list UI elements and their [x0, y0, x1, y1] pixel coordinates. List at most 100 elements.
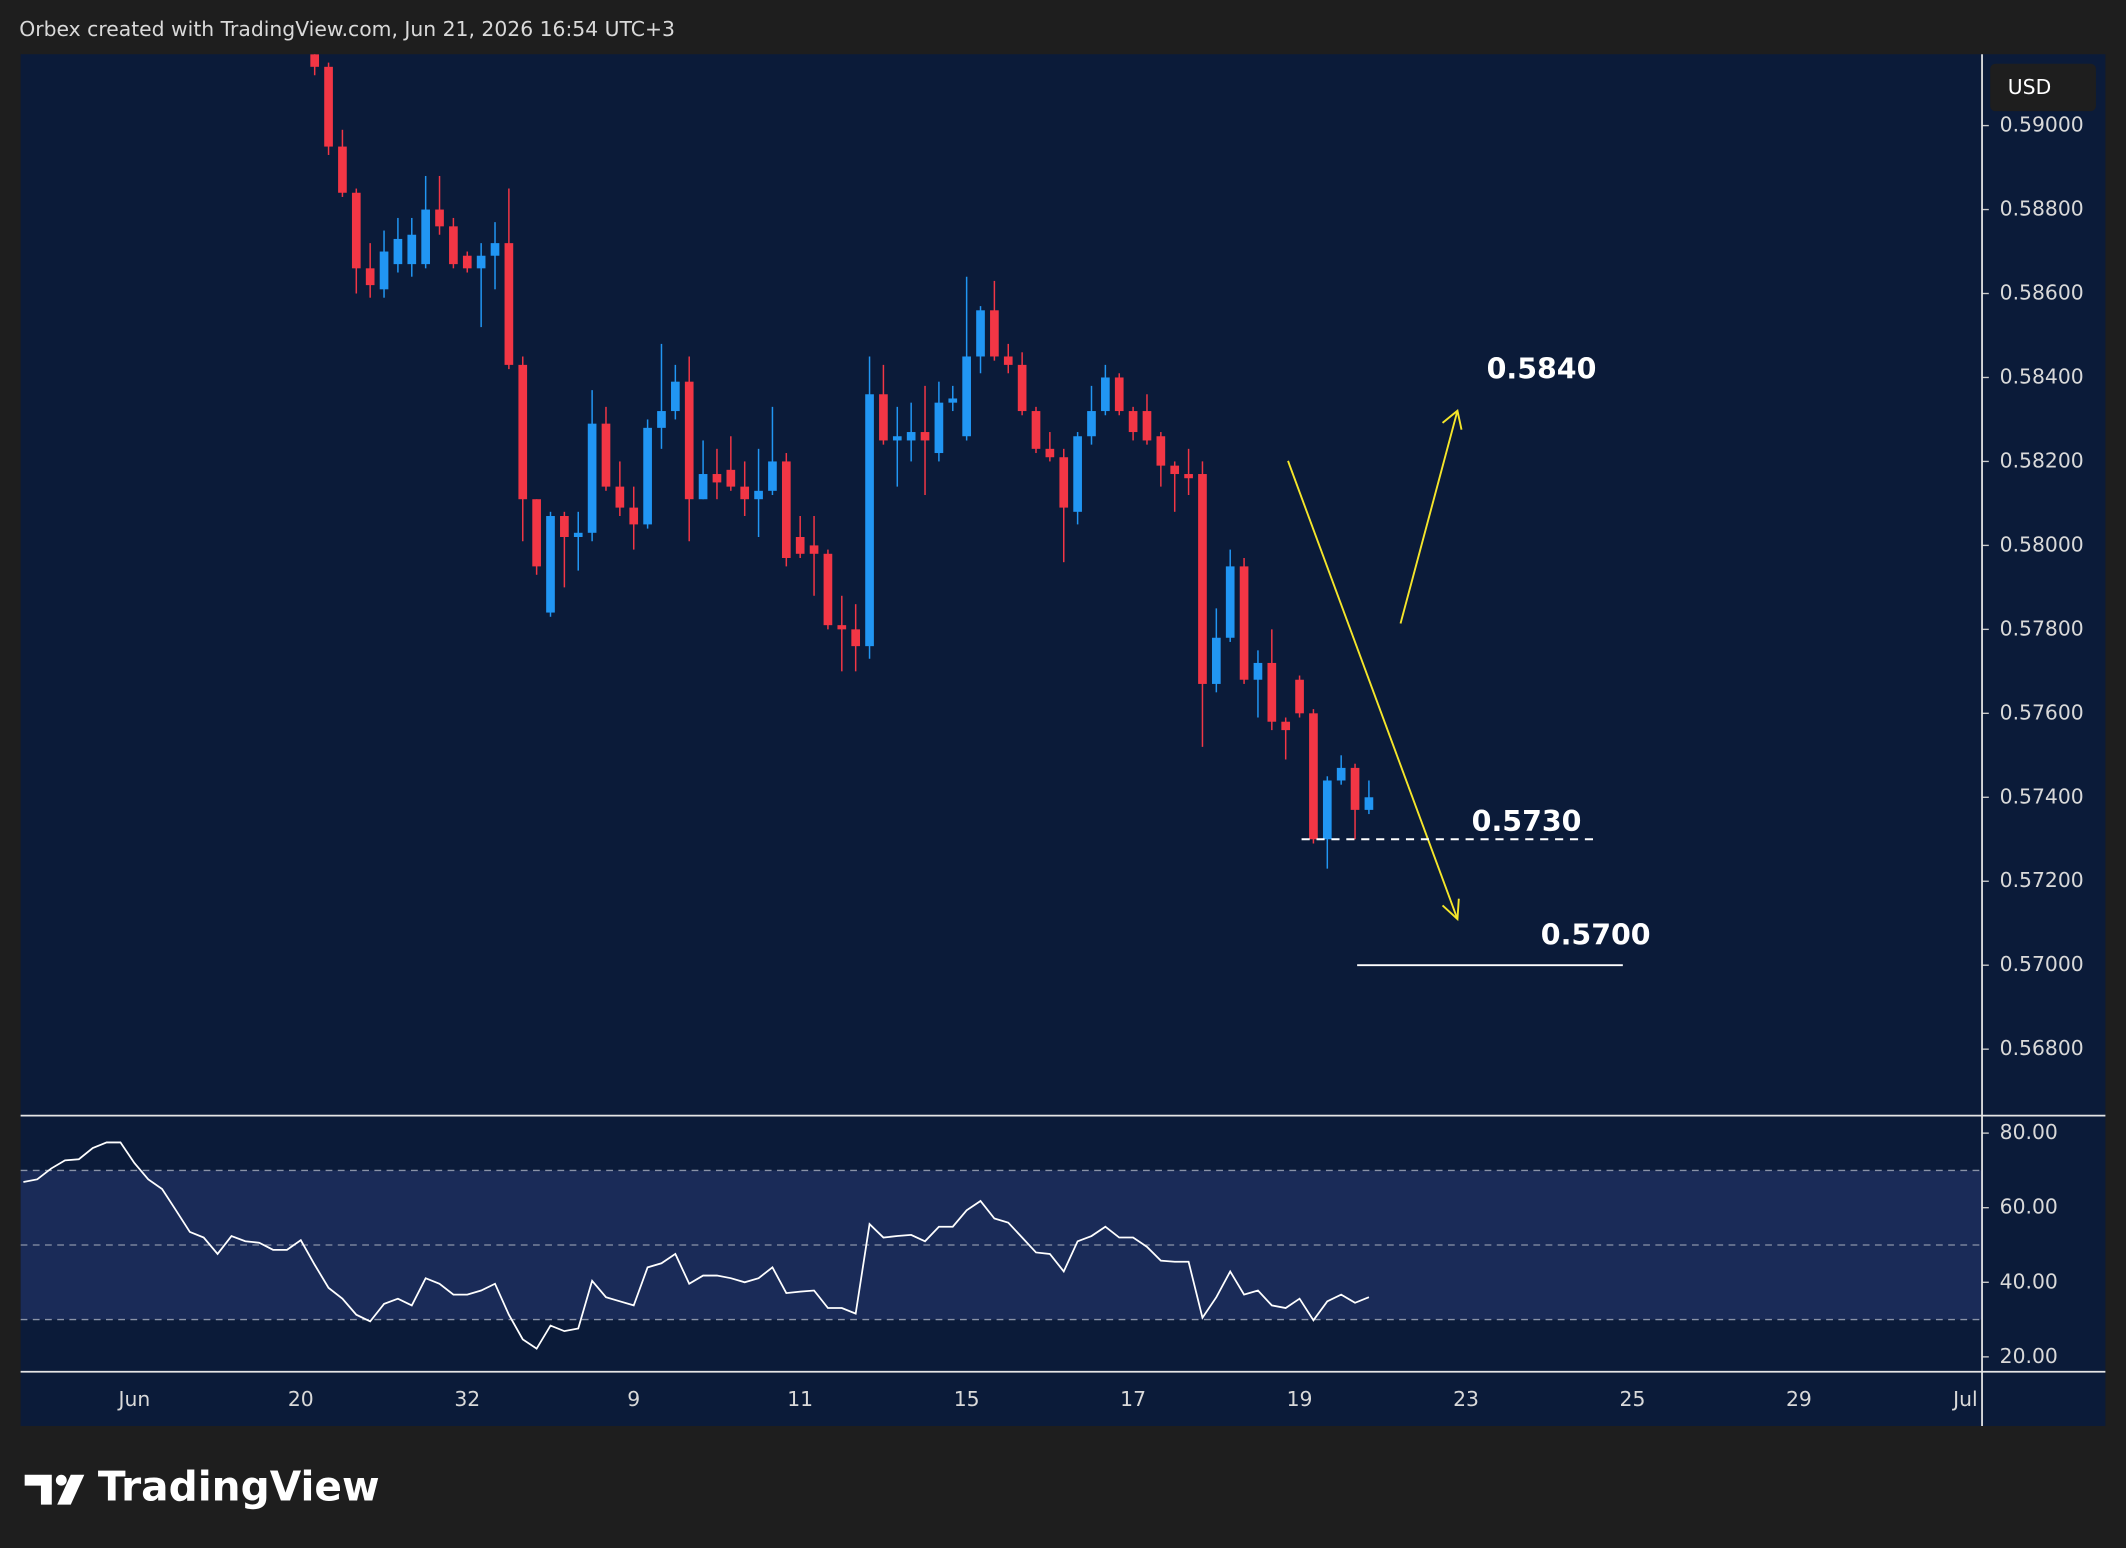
candle-body: [1045, 448, 1055, 458]
currency-label: USD: [2008, 75, 2051, 99]
candle-body: [421, 209, 430, 265]
y-tick-label: 80.00: [2000, 1120, 2058, 1144]
candle-body: [393, 238, 403, 265]
candle-body: [601, 423, 611, 487]
candle-body: [546, 516, 555, 613]
candle-body: [1281, 721, 1291, 731]
candle-body: [1059, 457, 1069, 508]
x-tick-label: 19: [1287, 1387, 1313, 1411]
candle-body: [629, 507, 639, 525]
candle-body: [1170, 465, 1180, 475]
rsi-line: [23, 1141, 1370, 1350]
candle-body: [1336, 767, 1346, 781]
level-label: 0.5730: [1472, 805, 1582, 838]
candle-body: [435, 209, 444, 227]
brand-logo: [24, 1474, 85, 1505]
logo-mark: [24, 1474, 52, 1505]
candle-body: [892, 436, 902, 441]
candle-body: [740, 486, 750, 500]
x-tick-label: 9: [627, 1387, 640, 1411]
candle-body: [754, 490, 763, 500]
candle-body: [823, 553, 833, 626]
candle-body: [976, 310, 985, 357]
x-tick-label: 11: [787, 1387, 813, 1411]
x-tick-label: 32: [454, 1387, 480, 1411]
y-tick-label: 0.56800: [2000, 1036, 2084, 1060]
candle-body: [1364, 797, 1374, 810]
candle-body: [449, 226, 458, 265]
axes: 0.59000 0.58800 0.58600 0.58400 0.58200 0.580…: [1982, 113, 2084, 1368]
candle-body: [1211, 637, 1221, 684]
candle-body: [962, 356, 971, 437]
candle-body: [920, 432, 930, 441]
candle-body: [906, 432, 916, 441]
level-label: 0.5840: [1487, 353, 1597, 386]
candle-body: [560, 516, 569, 537]
candle-body: [1309, 713, 1318, 840]
candle-body: [768, 461, 777, 491]
candle-body: [643, 427, 652, 525]
brand-name: TradingView: [98, 1463, 380, 1511]
header: Orbex created with TradingView.com, Jun …: [19, 17, 675, 41]
candle-body: [351, 192, 361, 269]
y-tick-label: 0.58400: [2000, 364, 2084, 388]
candle-body: [518, 364, 528, 500]
candle-body: [1142, 411, 1152, 441]
candle-body: [615, 486, 625, 508]
y-tick-label: 0.57400: [2000, 784, 2084, 808]
currency-box[interactable]: [1990, 63, 2096, 112]
x-tick-label: Jun: [116, 1387, 150, 1411]
arrow-down: [1287, 460, 1459, 920]
candle-body: [1225, 566, 1235, 638]
y-tick-label: 0.57200: [2000, 868, 2084, 892]
drawings: [1287, 409, 1463, 922]
candle-body: [1128, 411, 1138, 433]
candle-body: [1322, 780, 1332, 840]
logo-mark: [57, 1474, 85, 1505]
y-tick-label: 0.57000: [2000, 952, 2084, 976]
candle-body: [1267, 662, 1277, 722]
candle-body: [1017, 364, 1027, 412]
candle-body: [462, 255, 472, 269]
y-tick-label: 60.00: [2000, 1195, 2058, 1219]
y-tick-label: 0.57600: [2000, 700, 2084, 724]
y-tick-label: 0.59000: [2000, 113, 2084, 137]
x-tick-label: 23: [1453, 1387, 1479, 1411]
candle-body: [504, 243, 514, 365]
arrow-head: [1441, 409, 1463, 430]
x-tick-label: 20: [288, 1387, 314, 1411]
price-pane: [310, 54, 1374, 869]
candle-body: [379, 251, 389, 290]
candle-body: [1350, 767, 1360, 810]
y-tick-label: 20.00: [2000, 1344, 2058, 1368]
candle-body: [726, 469, 736, 487]
candle-body: [587, 423, 597, 533]
candle-body: [1087, 411, 1096, 437]
candle-body: [795, 536, 805, 554]
candle-body: [1031, 411, 1041, 449]
x-tick-label: 17: [1120, 1387, 1146, 1411]
candle-body: [532, 499, 541, 567]
candle-body: [1156, 436, 1166, 466]
candle-body: [934, 402, 944, 454]
candle-body: [809, 545, 819, 554]
x-tick-label: 15: [954, 1387, 980, 1411]
candle-body: [781, 461, 791, 558]
candle-body: [1184, 474, 1193, 479]
candle-body: [698, 474, 708, 500]
candle-body: [365, 268, 375, 286]
candle-body: [1003, 356, 1013, 365]
candle-body: [324, 66, 333, 147]
candle-body: [865, 394, 874, 647]
candle-body: [712, 474, 722, 483]
candle-body: [407, 234, 417, 265]
arrow-up: [1399, 410, 1459, 624]
y-tick-label: 0.58800: [2000, 197, 2084, 221]
candle-body: [490, 243, 500, 256]
rsi-pane: [20, 1141, 1983, 1350]
candle-body: [1114, 377, 1124, 412]
candle-body: [338, 146, 347, 193]
x-tick-label: 25: [1620, 1387, 1646, 1411]
